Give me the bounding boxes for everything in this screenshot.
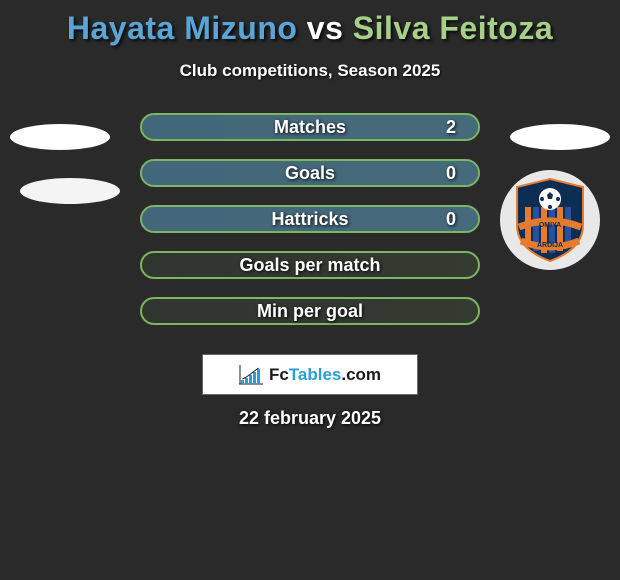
subtitle: Club competitions, Season 2025 — [0, 61, 620, 81]
stat-label: Goals per match — [239, 255, 380, 276]
player2-name: Silva Feitoza — [353, 10, 553, 46]
stat-row: Min per goal — [0, 297, 620, 325]
stat-row: Goals 0 — [0, 159, 620, 187]
stat-row: Hattricks 0 — [0, 205, 620, 233]
stat-label: Goals — [285, 163, 335, 184]
stat-value-player1: 0 — [446, 159, 456, 187]
stat-pill: Goals per match — [140, 251, 480, 279]
brand-dotcom: .com — [341, 365, 381, 385]
stat-pill: Goals — [140, 159, 480, 187]
brand-tables: Tables — [289, 365, 342, 385]
stat-label: Hattricks — [271, 209, 348, 230]
stat-value-player1: 2 — [446, 113, 456, 141]
stat-row: Goals per match — [0, 251, 620, 279]
stat-label: Matches — [274, 117, 346, 138]
stats-list: Matches 2 Goals 0 Hattricks 0 Goals per match M… — [0, 113, 620, 325]
stat-label: Min per goal — [257, 301, 363, 322]
stat-pill: Matches — [140, 113, 480, 141]
brand-fc: Fc — [269, 365, 289, 385]
player1-name: Hayata Mizuno — [67, 10, 298, 46]
footer-date: 22 february 2025 — [0, 408, 620, 429]
stat-pill: Min per goal — [140, 297, 480, 325]
bar-chart-icon — [239, 365, 263, 385]
page-title: Hayata Mizuno vs Silva Feitoza — [0, 0, 620, 47]
watermark-brand: FcTables.com — [269, 365, 381, 385]
stat-value-player1: 0 — [446, 205, 456, 233]
watermark: FcTables.com — [202, 354, 418, 395]
stat-pill: Hattricks — [140, 205, 480, 233]
stat-row: Matches 2 — [0, 113, 620, 141]
vs-text: vs — [307, 10, 344, 46]
comparison-card: Hayata Mizuno vs Silva Feitoza Club comp… — [0, 0, 620, 580]
